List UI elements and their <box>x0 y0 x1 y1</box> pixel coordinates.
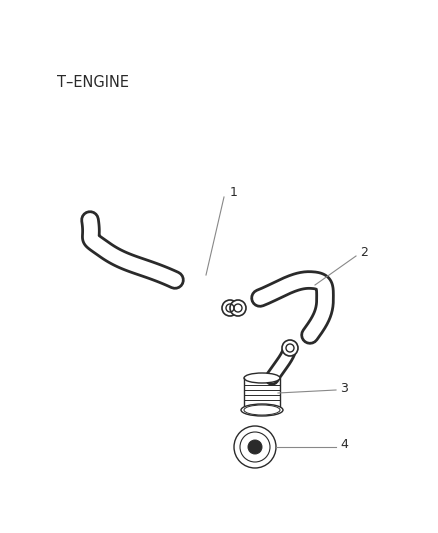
Circle shape <box>282 340 298 356</box>
Ellipse shape <box>244 373 280 383</box>
Text: T–ENGINE: T–ENGINE <box>57 75 129 90</box>
Circle shape <box>248 440 262 454</box>
Circle shape <box>222 300 238 316</box>
Circle shape <box>234 426 276 468</box>
Text: 1: 1 <box>230 187 238 199</box>
Text: 2: 2 <box>360 246 368 259</box>
Text: 4: 4 <box>340 439 348 451</box>
Text: 3: 3 <box>340 382 348 394</box>
Ellipse shape <box>241 404 283 416</box>
Circle shape <box>230 300 246 316</box>
